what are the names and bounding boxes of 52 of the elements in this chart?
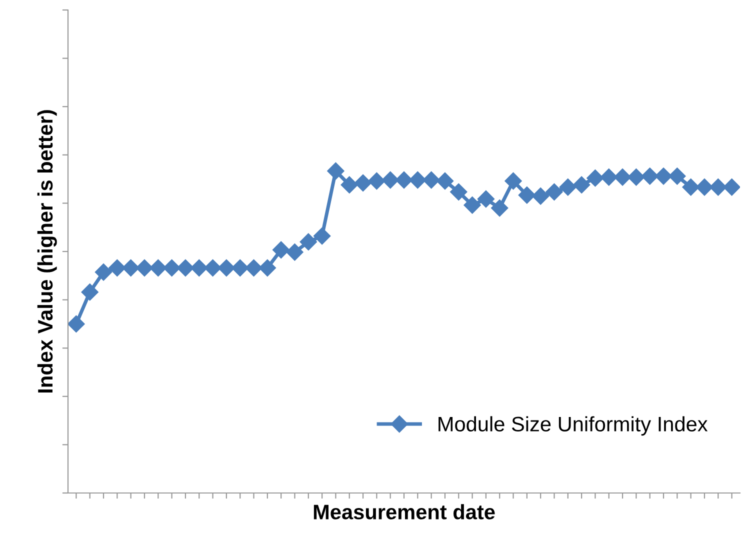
y-axis-title: Index Value (higher is better) [37,110,57,392]
point [422,171,440,189]
point [450,183,468,200]
point [94,264,112,281]
point [518,186,536,204]
point [436,172,454,190]
point [190,259,208,276]
legend-label: Module Size Uniformity Index [438,416,708,436]
point [258,259,276,276]
point [654,168,672,185]
point [150,259,167,276]
point [354,174,372,192]
x-axis-title: Measurement date [314,504,495,520]
point [108,259,126,276]
point [340,176,358,194]
point [300,233,317,250]
point [477,190,495,208]
point [614,168,632,186]
point [464,196,481,214]
point [641,168,658,185]
point [232,259,249,276]
point [600,168,618,186]
point [628,168,645,186]
point [218,259,235,276]
point [710,178,727,196]
point [723,178,740,196]
point [136,259,154,276]
point [696,178,714,196]
point [204,259,222,276]
point [122,259,140,276]
point [163,259,180,276]
point [68,315,85,332]
point [368,172,386,190]
point [668,168,686,185]
point [395,171,413,189]
point [586,170,604,187]
point [327,162,344,180]
point [409,171,426,189]
point [245,259,262,276]
point [286,244,304,261]
point [504,172,522,190]
point [546,183,563,200]
point [272,241,290,258]
point [559,178,576,196]
point [682,178,700,196]
point [382,171,399,189]
point [573,176,590,194]
point [313,227,331,245]
point [491,199,508,217]
point [176,259,194,276]
point [81,284,98,301]
point [532,188,550,205]
